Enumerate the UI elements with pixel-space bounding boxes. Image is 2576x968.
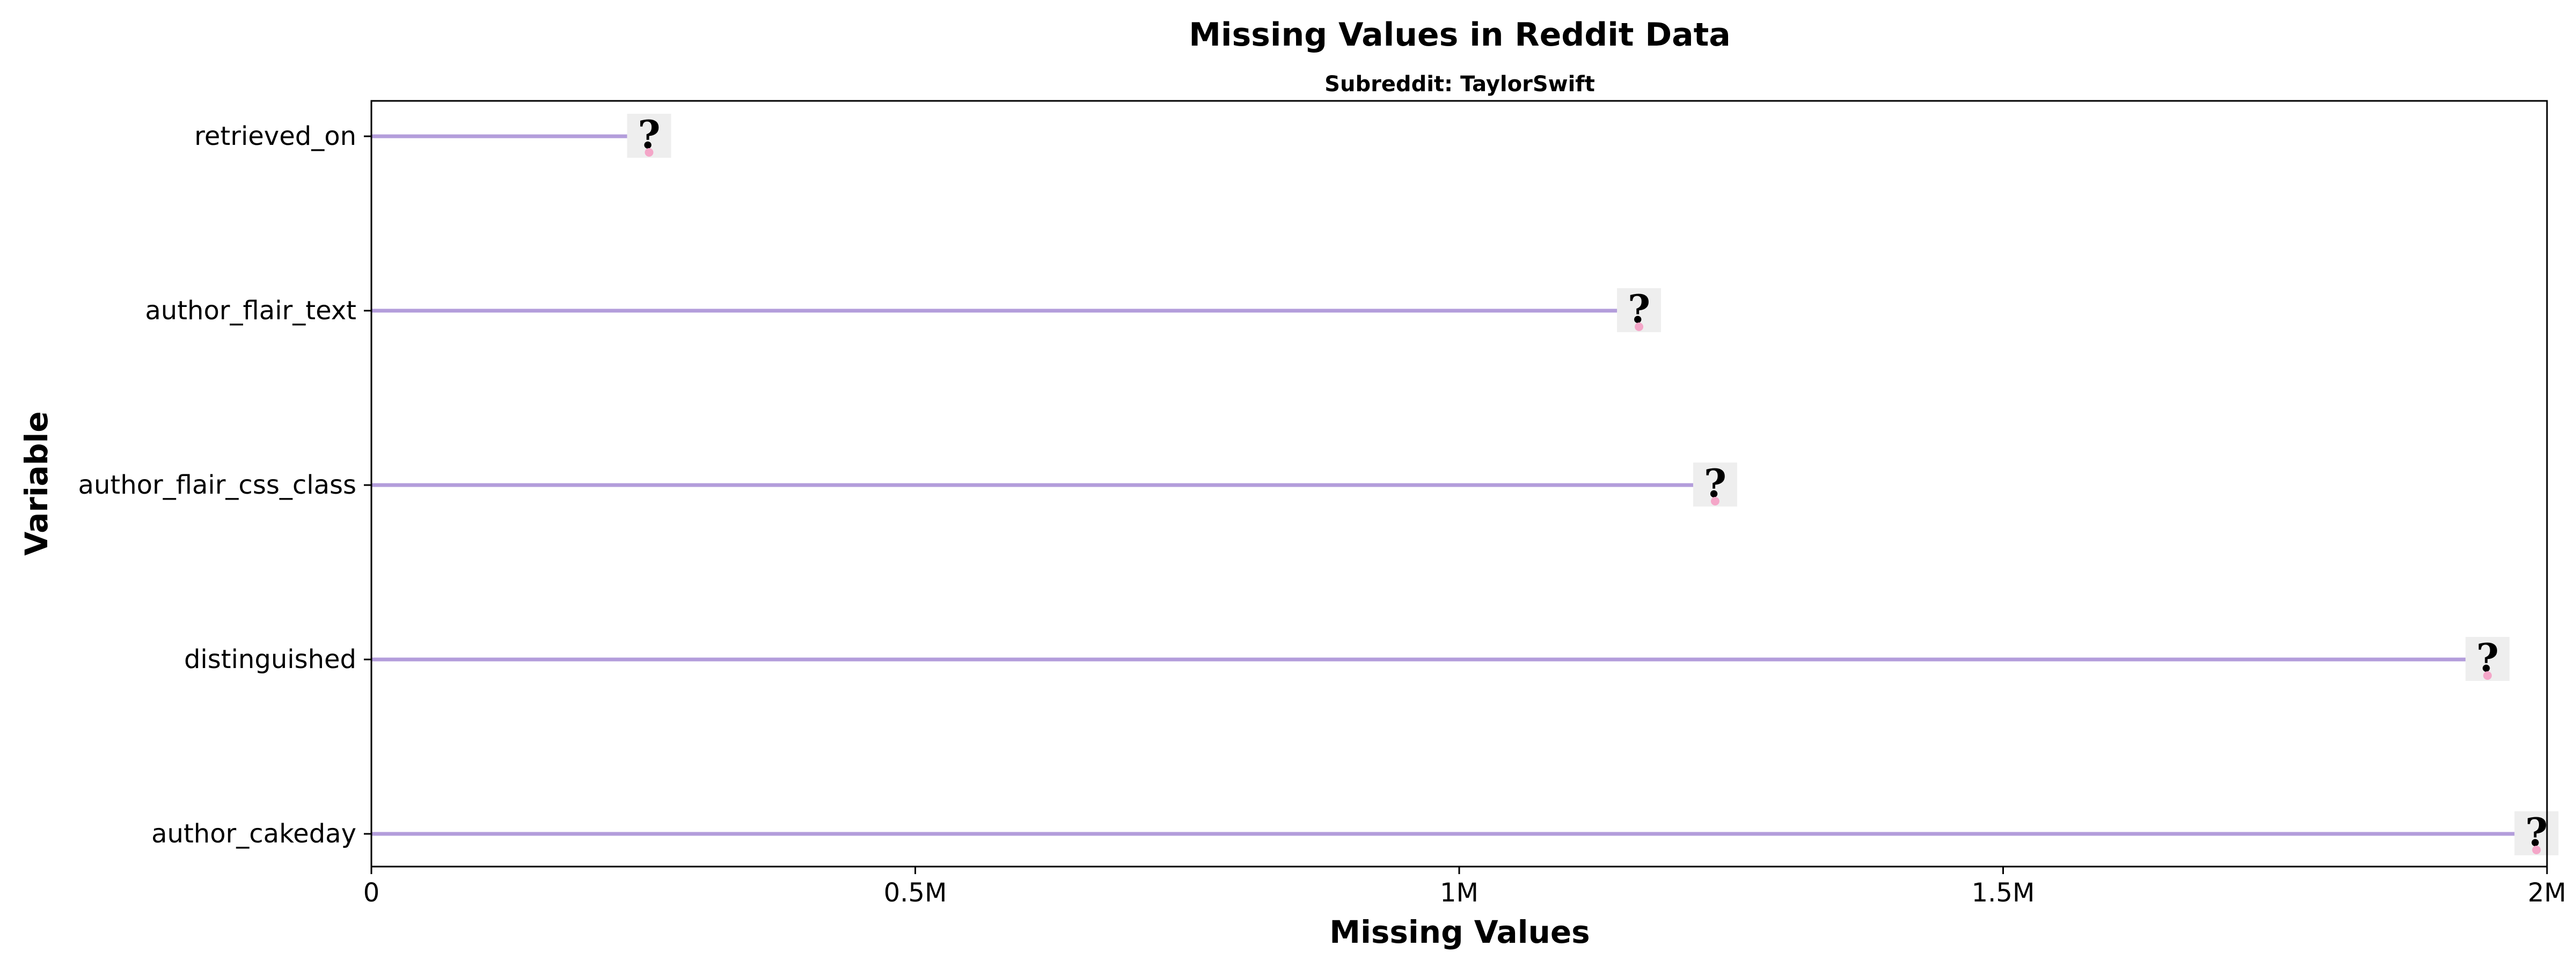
y-tick-label-author-flair-text: author_flair_text bbox=[145, 296, 356, 326]
chart-title: Missing Values in Reddit Data bbox=[1189, 16, 1731, 54]
x-tick-label: 1M bbox=[1440, 878, 1479, 908]
y-tick-label-retrieved-on: retrieved_on bbox=[194, 121, 356, 151]
question-mark-icon: ? bbox=[1617, 286, 1662, 332]
x-tick-label: 2M bbox=[2528, 878, 2566, 908]
question-mark-icon: ? bbox=[2514, 809, 2559, 855]
y-axis-label: Variable bbox=[18, 411, 55, 555]
x-tick-label: 0 bbox=[363, 878, 380, 908]
marker-dot bbox=[1635, 322, 1644, 331]
plot-area-frame bbox=[370, 100, 2548, 868]
y-tick-label-author-cakeday: author_cakeday bbox=[151, 819, 356, 849]
x-tick-label: 1.5M bbox=[1972, 878, 2035, 908]
x-axis-label: Missing Values bbox=[1329, 914, 1590, 950]
data-marks: ????? bbox=[371, 112, 2559, 855]
chart-subtitle: Subreddit: TaylorSwift bbox=[1324, 72, 1595, 97]
x-tick-label: 0.5M bbox=[884, 878, 947, 908]
axis-ticks: retrieved_on author_flair_text author_flai… bbox=[78, 121, 2566, 908]
question-mark-icon: ? bbox=[1693, 460, 1737, 507]
question-mark-icon: ? bbox=[627, 112, 671, 158]
marker-dot bbox=[2483, 671, 2492, 680]
marker-dot bbox=[2532, 846, 2541, 854]
y-tick-label-author-flair-css-class: author_flair_css_class bbox=[78, 470, 356, 500]
question-mark-icon: ? bbox=[2465, 635, 2510, 681]
marker-dot bbox=[1710, 497, 1719, 505]
marker-dot bbox=[645, 148, 654, 157]
y-tick-label-distinguished: distinguished bbox=[184, 644, 356, 674]
